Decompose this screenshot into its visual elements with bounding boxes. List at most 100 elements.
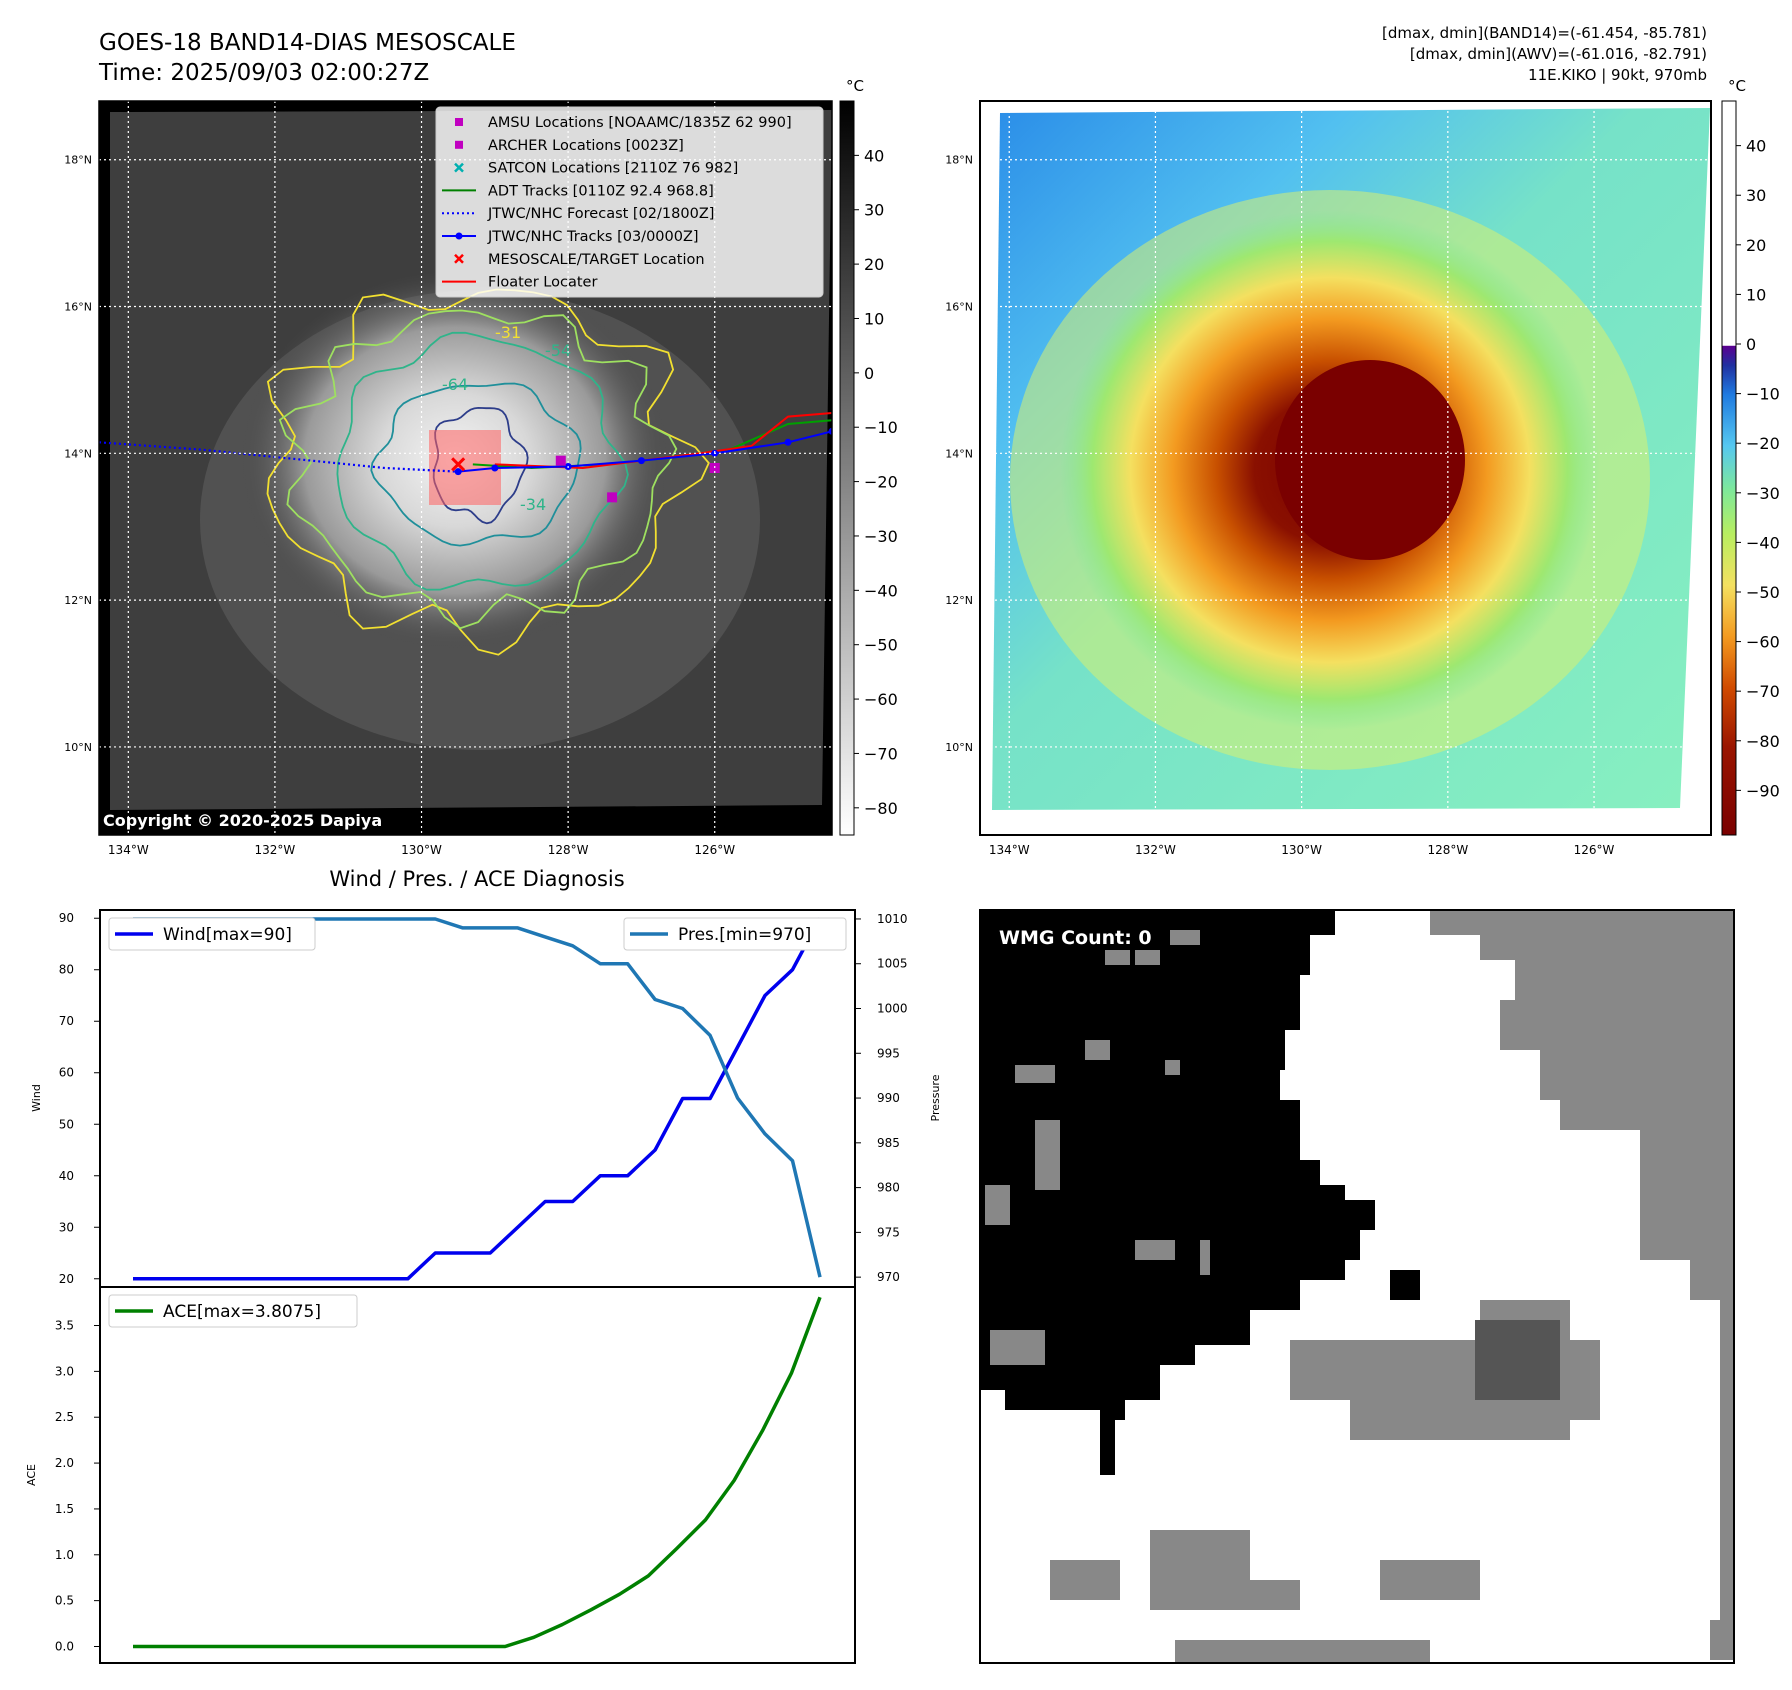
lat-tick-label: 12°N (64, 594, 92, 607)
lat-tick-label: 18°N (945, 154, 973, 167)
pressure-tick-label: 980 (877, 1181, 900, 1195)
diagnosis-legends: Wind[max=90] Pres.[min=970] ACE[max=3.8075… (108, 917, 847, 1328)
contour-outer (266, 288, 710, 656)
ace-legend-label: ACE[max=3.8075] (163, 1302, 321, 1322)
colorbar-tick-label: −10 (1746, 385, 1780, 404)
band14-map-panel: -31 -54 -64 -34 Copyright © 2020-2025 Dapiy… (64, 77, 898, 857)
lon-tick-label: 134°W (108, 843, 149, 857)
lon-tick-label: 130°W (401, 843, 442, 857)
ace-tick-label: 0.0 (55, 1639, 74, 1653)
wind-legend-label: Wind[max=90] (163, 925, 292, 945)
copyright-label: Copyright © 2020-2025 Dapiya (103, 811, 382, 830)
colorbar-tick-label: 10 (864, 309, 884, 328)
colorbar-tick-label: 40 (1746, 137, 1766, 156)
contour-label: -31 (495, 323, 521, 342)
lat-tick-label: 10°N (64, 741, 92, 754)
wmg-gray-cell (1170, 930, 1200, 945)
colorbar-bar (1721, 100, 1737, 836)
colorbar-tick-label: −80 (1746, 732, 1780, 751)
wmg-gray-cell (1165, 1060, 1180, 1075)
wmg-gray-cell-s (1150, 1530, 1300, 1610)
lon-tick-label: 128°W (548, 843, 589, 857)
pressure-tick-label: 1000 (877, 1002, 908, 1016)
wind-tick-label: 80 (59, 963, 74, 977)
left-colorbar: 40 30 20 10 0 −10 −20 −30 −40 −50 −60 −70 −80 °C (839, 77, 898, 836)
ace-ylabel: ACE (25, 1464, 38, 1486)
wmg-gray-cell (990, 1330, 1045, 1365)
wind-legend-box (108, 917, 316, 951)
right-lon-labels: 134°W 132°W 130°W 128°W 126°W (989, 843, 1615, 857)
colorbar-tick-label: −60 (864, 690, 898, 709)
colorbar-tick-label: 30 (1746, 186, 1766, 205)
jtwc-track-point (828, 427, 832, 435)
left-lat-labels: 18°N 16°N 14°N 12°N 10°N (64, 154, 92, 754)
wmg-black-cell (1390, 1270, 1420, 1300)
pressure-tick-label: 1010 (877, 912, 908, 926)
contour-colder (336, 331, 629, 591)
colorbar-tick-label: −80 (864, 799, 898, 818)
jtwc-track-point (491, 464, 499, 472)
info-line-3: 11E.KIKO | 90kt, 970mb (1528, 66, 1707, 84)
wmg-gray-cell (1135, 950, 1160, 965)
lon-tick-label: 128°W (1427, 843, 1468, 857)
colorbar-tick-label: −70 (864, 744, 898, 763)
right-map-frame (979, 100, 1712, 836)
wmg-gray-cell (1135, 1240, 1175, 1260)
colorbar-tick-label: 10 (1746, 285, 1766, 304)
wmg-gray-cell (1035, 1120, 1060, 1190)
right-eyewall (1275, 360, 1465, 560)
legend-marker-dot (455, 232, 463, 240)
target-box (429, 430, 501, 505)
pressure-tick-label: 985 (877, 1136, 900, 1150)
lon-tick-label: 134°W (989, 843, 1030, 857)
colorbar-tick-label: −10 (864, 418, 898, 437)
wind-line (133, 917, 822, 1281)
colorbar-tick-label: −40 (1746, 533, 1780, 552)
pressure-axis: 970 975 980 985 990 995 1000 1005 1010 (855, 912, 908, 1284)
wmg-count-label: WMG Count: 0 (999, 927, 1152, 949)
colorbar-tick-label: 0 (1746, 335, 1756, 354)
wind-tick-label: 30 (59, 1220, 74, 1234)
pressure-legend-box (623, 917, 847, 951)
wind-axis: 20 30 40 50 60 70 80 90 (59, 911, 100, 1286)
right-lat-labels: 18°N 16°N 14°N 12°N 10°N (945, 154, 973, 754)
wmg-dark-region (980, 910, 1375, 1475)
pressure-legend-label: Pres.[min=970] (678, 925, 811, 945)
target-marker (451, 457, 466, 472)
ace-tick-label: 3.5 (55, 1319, 74, 1333)
wmg-gray-cell-se (1380, 1560, 1480, 1600)
contour-label: -64 (442, 375, 468, 394)
wind-tick-label: 70 (59, 1014, 74, 1028)
legend-label: JTWC/NHC Tracks [03/0000Z] (487, 229, 699, 245)
wmg-gray-cell-sw (1050, 1560, 1120, 1600)
colorbar-tick-label: −70 (1746, 682, 1780, 701)
legend-label: AMSU Locations [NOAAMC/1835Z 62 990] (488, 115, 792, 131)
wmg-gray-cell (1105, 950, 1130, 965)
legend-label: MESOSCALE/TARGET Location (488, 252, 705, 268)
pressure-tick-label: 995 (877, 1046, 900, 1060)
colorbar-tick-label: −30 (864, 527, 898, 546)
wmg-panel: WMG Count: 0 (979, 909, 1735, 1664)
wmg-gray-cell (1015, 1065, 1055, 1083)
diagnosis-panel: Wind / Pres. / ACE Diagnosis 20 30 40 50 60 7… (25, 867, 942, 1664)
contour-label: -34 (520, 495, 546, 514)
wmg-gray-strip-bottom (1175, 1640, 1430, 1663)
legend-label: ADT Tracks [0110Z 92.4 968.8] (488, 183, 714, 199)
lat-tick-label: 12°N (945, 594, 973, 607)
forecast-track (99, 441, 459, 473)
info-line-1: [dmax, dmin](BAND14)=(-61.454, -85.781) (1382, 24, 1707, 42)
contour-cold (278, 309, 678, 630)
wind-pres-axes (99, 909, 856, 1288)
legend-marker (454, 253, 464, 264)
colorbar-tick-label: −20 (1746, 434, 1780, 453)
lat-tick-label: 14°N (945, 447, 973, 460)
wind-tick-label: 40 (59, 1169, 74, 1183)
wmg-gray-region-east (1430, 910, 1734, 1660)
ace-tick-label: 2.0 (55, 1456, 74, 1470)
legend-marker (454, 162, 464, 173)
wind-tick-label: 60 (59, 1066, 74, 1080)
ace-tick-label: 0.5 (55, 1594, 74, 1608)
legend-marker (455, 118, 463, 126)
colorbar-bar (839, 100, 855, 836)
